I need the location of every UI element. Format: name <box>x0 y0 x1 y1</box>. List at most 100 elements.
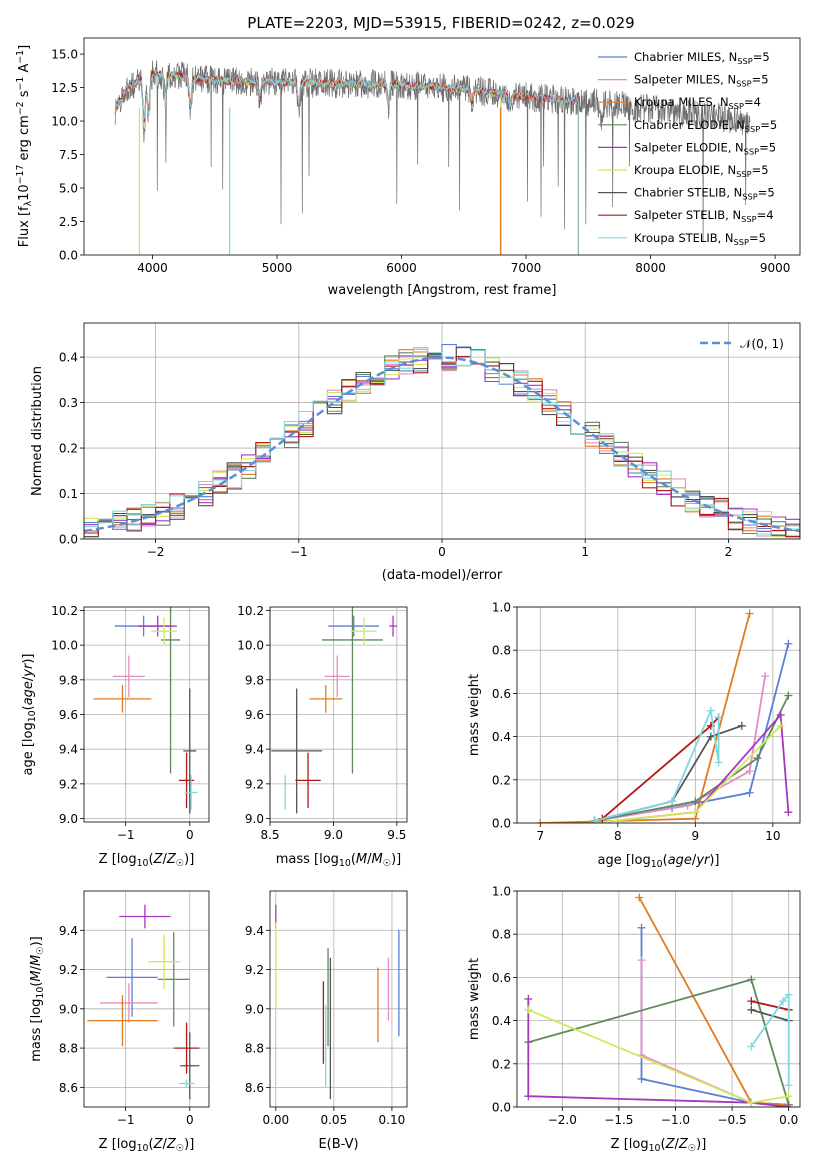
x-tick-label: 9.5 <box>387 828 406 842</box>
weight-marker <box>524 995 533 1003</box>
y-tick-label: 10.2 <box>237 604 264 618</box>
weight-marker <box>745 767 754 776</box>
weight-marker <box>536 819 545 823</box>
panel-residual_histogram: −2 −1 0 1 2 0.0 0.1 0.2 0.3 0.4 <box>59 322 801 559</box>
x-axis-label: E(B-V) <box>318 1137 358 1152</box>
plot-area <box>93 607 198 814</box>
x-tick-label: 0 <box>186 1113 194 1127</box>
y-tick-label: 0.0 <box>492 817 511 831</box>
weight-line <box>527 1008 789 1104</box>
panel-mass_vs_metallicity: −1 0 8.6 8.8 9.0 9.2 9.4 <box>59 890 210 1127</box>
axes-frame <box>516 890 801 1108</box>
y-axis-label: mass weight <box>467 958 482 1040</box>
weight-marker <box>745 609 754 618</box>
weight-marker <box>779 997 788 1006</box>
x-tick-label: −2 <box>147 545 165 559</box>
weight-marker <box>691 797 700 806</box>
weight-marker <box>714 713 723 722</box>
axes-frame <box>83 890 210 1108</box>
legend-label: Salpeter STELIB, NSSP=4 <box>634 208 774 224</box>
weight-marker <box>524 1005 533 1014</box>
weight-marker <box>784 808 793 817</box>
weight-marker <box>737 721 746 730</box>
x-axis-label: Z [log10(Z/Z☉)] <box>611 1137 707 1154</box>
y-tick-label: 0.2 <box>59 442 78 456</box>
x-tick-label: 7 <box>536 829 544 843</box>
weight-marker <box>635 893 644 902</box>
weight-marker <box>753 754 762 763</box>
y-axis-label: mass weight <box>467 674 482 756</box>
y-tick-label: 12.5 <box>51 81 78 95</box>
plot-area <box>87 904 200 1100</box>
weight-marker <box>776 711 785 719</box>
weight-line <box>640 927 789 1106</box>
y-tick-label: 1.0 <box>492 601 511 615</box>
y-tick-label: 0.1 <box>59 487 78 501</box>
panel-mass_weight_vs_metallicity: −2.0 −1.5 −1.0 −0.5 0.0 0.0 0.2 0.4 0.6 0.8 1.0 <box>492 885 801 1127</box>
plot-area <box>524 893 793 1107</box>
y-tick-label: 9.4 <box>245 924 264 938</box>
x-tick-label: 7000 <box>511 261 542 275</box>
x-tick-label: −0.5 <box>718 1113 747 1127</box>
y-tick-label: 0.4 <box>492 730 511 744</box>
plot-area <box>275 904 400 1100</box>
plot-area <box>84 344 800 538</box>
x-tick-label: 0.10 <box>379 1113 406 1127</box>
y-tick-label: 10.0 <box>237 639 264 653</box>
legend-label: Chabrier ELODIE, NSSP=5 <box>634 118 777 134</box>
y-tick-label: 9.4 <box>59 924 78 938</box>
x-axis-label: Z [log10(Z/Z☉)] <box>99 852 195 869</box>
spectrum-line-8 <box>114 70 579 255</box>
legend-label: Kroupa ELODIE, NSSP=5 <box>634 163 769 179</box>
weight-marker <box>747 1042 756 1051</box>
legend-label: Kroupa STELIB, NSSP=5 <box>634 231 766 247</box>
legend-label: Salpeter MILES, NSSP=5 <box>634 73 769 89</box>
x-tick-label: 0 <box>438 545 446 559</box>
y-tick-label: 0.0 <box>492 1101 511 1115</box>
y-tick-label: 9.2 <box>245 777 264 791</box>
legend-label: 𝒩(0, 1) <box>740 337 784 351</box>
weight-marker <box>747 997 756 1006</box>
legend-label: Chabrier MILES, NSSP=5 <box>634 50 770 66</box>
weight-line <box>528 978 790 1106</box>
spectrum-legend: Chabrier MILES, NSSP=5 Salpeter MILES, NS… <box>598 50 777 247</box>
y-tick-label: 8.8 <box>245 1042 264 1056</box>
y-tick-label: 9.4 <box>245 743 264 757</box>
histogram-step <box>84 347 800 538</box>
weight-marker <box>747 975 756 984</box>
y-tick-label: 8.6 <box>59 1081 78 1095</box>
x-tick-label: 8.5 <box>260 828 279 842</box>
x-tick-label: 9.0 <box>324 828 343 842</box>
y-tick-label: 0.0 <box>59 533 78 547</box>
panel-age_vs_metallicity: −1 0 9.0 9.2 9.4 9.6 9.8 10.0 10.2 <box>51 604 210 842</box>
weight-marker <box>691 808 700 817</box>
spectrum-line-2 <box>114 69 579 255</box>
y-tick-label: 7.5 <box>59 148 78 162</box>
weight-marker <box>784 691 793 700</box>
weight-marker <box>784 990 793 999</box>
legend-label: Chabrier STELIB, NSSP=5 <box>634 186 775 202</box>
x-axis-label: wavelength [Angstrom, rest frame] <box>328 283 557 298</box>
x-tick-label: 5000 <box>262 261 293 275</box>
y-tick-label: 9.0 <box>245 812 264 826</box>
y-tick-label: 0.6 <box>492 971 511 985</box>
weight-marker <box>590 816 599 823</box>
y-tick-label: 9.8 <box>245 673 264 687</box>
x-tick-label: 0.00 <box>262 1113 289 1127</box>
legend-label: Salpeter ELODIE, NSSP=5 <box>634 140 776 156</box>
weight-line <box>594 643 790 822</box>
weight-marker <box>668 797 677 806</box>
x-tick-label: −1.0 <box>661 1113 690 1127</box>
weight-line <box>751 1000 789 1011</box>
y-tick-label: 9.8 <box>59 673 78 687</box>
x-tick-label: 8 <box>614 829 622 843</box>
weight-marker <box>706 706 715 715</box>
weight-marker <box>784 639 793 648</box>
legend-label: Kroupa MILES, NSSP=4 <box>634 95 761 111</box>
y-tick-label: 15.0 <box>51 48 78 62</box>
weight-marker <box>747 1005 756 1014</box>
x-tick-label: 0.0 <box>779 1113 798 1127</box>
axes-frame <box>269 606 408 823</box>
weight-marker <box>747 1098 756 1107</box>
